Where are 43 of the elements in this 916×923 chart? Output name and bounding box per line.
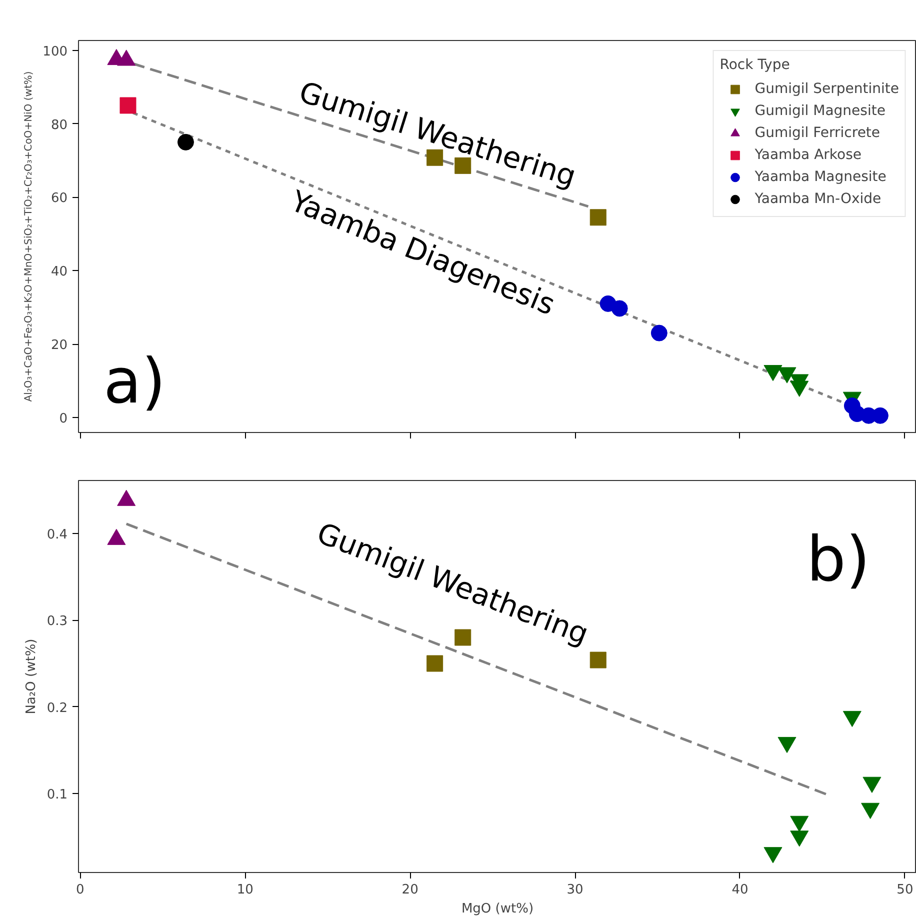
point bbox=[117, 490, 136, 506]
y-tick-label: 0.2 bbox=[46, 700, 68, 716]
point bbox=[120, 97, 136, 114]
y-axis-title: Na₂O (wt%) bbox=[24, 638, 39, 714]
y-tick-label: 0.1 bbox=[46, 788, 68, 803]
point bbox=[107, 528, 126, 545]
point bbox=[177, 134, 194, 150]
legend-label: Yaamba Mn-Oxide bbox=[754, 191, 882, 207]
point bbox=[778, 736, 796, 754]
point bbox=[861, 802, 880, 819]
y-tick-label: 40 bbox=[50, 264, 68, 280]
legend-title: Rock Type bbox=[720, 57, 791, 73]
legend-label: Yaamba Magnesite bbox=[754, 169, 886, 185]
x-axis-title: MgO (wt%) bbox=[461, 902, 534, 916]
annotation: a) bbox=[104, 344, 166, 418]
y-tick-label: 60 bbox=[50, 191, 68, 206]
legend-label: Gumigil Magnesite bbox=[754, 103, 886, 119]
point bbox=[611, 300, 628, 317]
x-tick-label: 30 bbox=[566, 882, 584, 898]
x-tick-label: 50 bbox=[896, 882, 914, 898]
x-tick-label: 20 bbox=[402, 882, 418, 898]
legend-label: Gumigil Serpentinite bbox=[754, 81, 899, 97]
x-tick-label: 40 bbox=[732, 882, 748, 898]
point bbox=[790, 816, 809, 832]
point bbox=[790, 830, 809, 847]
point bbox=[590, 652, 606, 668]
y-tick-label: 0.3 bbox=[46, 614, 68, 630]
y-tick-label: 80 bbox=[50, 118, 68, 133]
point bbox=[862, 776, 882, 793]
annotation: b) bbox=[806, 522, 870, 596]
point bbox=[590, 209, 606, 226]
y-tick-label: 0.4 bbox=[46, 527, 68, 542]
point bbox=[650, 324, 668, 342]
y-tick-label: 20 bbox=[50, 338, 68, 354]
y-axis-title: Al₂O₃+CaO+Fe₂O₃+K₂O+MnO+SiO₂+TiO₂+Cr₂O₃+CoO+NiO (wt%) bbox=[24, 71, 35, 402]
y-tick-label: 0 bbox=[59, 411, 68, 426]
y-tick-label: 100 bbox=[42, 44, 68, 60]
legend-label: Gumigil Ferricrete bbox=[754, 125, 880, 141]
legend-label: Yaamba Arkose bbox=[754, 147, 862, 163]
point bbox=[426, 655, 444, 672]
x-tick-label: 0 bbox=[76, 882, 84, 898]
point bbox=[764, 847, 782, 864]
x-tick-label: 10 bbox=[236, 882, 254, 898]
